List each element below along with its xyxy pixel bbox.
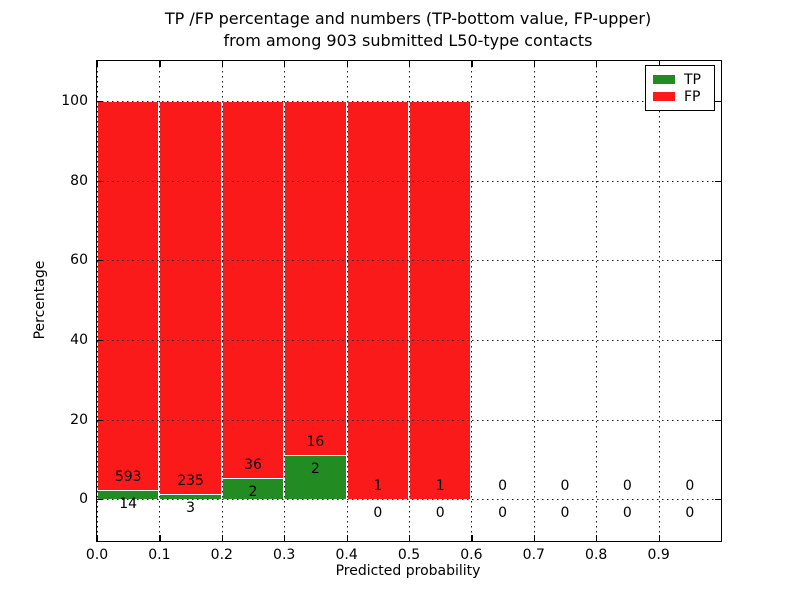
x-tickmark-bottom [97,535,99,541]
fp-bar-segment [284,100,347,455]
y-tick-label: 100 [61,92,88,109]
fp-count-label: 0 [560,478,570,495]
x-tickmark-top [346,61,348,67]
y-tickmark-right [715,260,721,262]
x-tick-label: 0.2 [210,547,233,563]
x-tickmark-bottom [596,535,598,541]
y-tickmark-right [715,499,721,501]
x-tick-label: 0.5 [397,547,421,563]
fp-bar-segment [159,100,222,495]
x-tickmark-bottom [471,535,473,541]
y-tickmark-left [97,499,103,501]
x-tickmark-top [596,61,598,67]
legend: TP FP [645,65,715,111]
fp-count-label: 593 [114,469,142,486]
tp-count-label: 0 [373,505,383,522]
x-tick-label: 0.8 [585,547,608,563]
x-axis-label: Predicted probability [335,563,481,579]
x-tick-label: 0.6 [460,547,483,563]
x-tickmark-top [533,61,535,67]
vertical-gridline [159,61,161,541]
x-tick-label: 0.1 [148,547,171,563]
legend-label: TP [684,71,701,88]
fp-count-label: 0 [685,478,695,495]
legend-label: FP [684,88,701,105]
vertical-gridline [596,61,598,541]
tp-count-label: 3 [186,500,196,517]
tp-count-label: 0 [685,505,695,522]
vertical-gridline [409,61,410,541]
vertical-gridline [346,61,348,541]
x-tickmark-bottom [284,535,286,541]
y-tick-label: 0 [79,491,88,508]
y-tick-label: 60 [70,252,88,269]
x-tickmark-bottom [658,535,660,541]
fp-bar-segment [409,100,472,500]
x-tickmark-top [471,61,473,67]
x-tickmark-bottom [533,535,535,541]
fp-count-label: 16 [306,434,325,451]
vertical-gridline [284,61,286,541]
x-tickmark-bottom [221,535,223,541]
fp-count-label: 36 [244,457,262,474]
y-tickmark-left [97,419,103,421]
x-tick-label: 0.3 [273,547,296,563]
x-tickmark-top [159,61,161,67]
chart-title-line1: TP /FP percentage and numbers (TP-bottom… [164,9,652,28]
fp-count-label: 235 [177,473,204,490]
x-tickmark-bottom [346,535,348,541]
tp-count-label: 0 [560,505,570,522]
y-tick-label: 40 [70,331,88,348]
x-tickmark-top [658,61,660,67]
tp-legend-swatch [653,75,675,84]
y-tickmark-left [97,260,103,262]
x-tick-label: 0.7 [522,547,545,563]
tp-bar-segment [284,454,347,500]
fp-legend-swatch [653,92,675,101]
y-tickmark-left [97,339,103,342]
fp-bar-segment [346,100,409,500]
tp-count-label: 0 [435,505,445,522]
y-tickmark-right [715,180,721,182]
y-tickmark-right [715,419,721,421]
x-tickmark-top [409,61,411,67]
legend-entry-tp: TP [653,71,708,88]
fp-count-label: 0 [622,478,632,495]
fp-count-label: 1 [435,478,445,495]
vertical-gridline [533,61,535,541]
x-tickmark-bottom [159,535,161,541]
plot-area: 593 14 235 3 36 2 16 2 1 0 1 0 0 0 0 0 0 0 0 0 0 20 40 60 80 100 0… [61,60,722,563]
vertical-gridline [658,61,660,541]
x-tickmark-top [284,61,286,67]
fp-bar-segment [97,100,160,490]
x-tickmark-bottom [409,535,411,541]
vertical-gridline [97,61,98,541]
y-axis-label: Percentage [32,260,48,340]
chart-title: TP /FP percentage and numbers (TP-bottom… [96,8,720,52]
legend-entry-fp: FP [653,88,708,105]
fp-count-label: 0 [498,478,508,495]
x-tickmark-top [221,61,223,67]
tp-count-label: 0 [622,505,632,522]
tp-count-label: 2 [310,460,320,477]
tp-count-label: 2 [248,484,258,501]
vertical-gridline [471,61,473,541]
x-tickmark-top [97,61,99,67]
x-tick-label: 0.0 [85,547,109,563]
x-tick-label: 0.4 [335,547,358,563]
fp-bar-segment [221,100,285,479]
y-tick-label: 20 [70,411,88,428]
chart-title-line2: from among 903 submitted L50-type contac… [223,31,593,50]
y-tick-label: 80 [70,172,88,189]
tp-count-label: 0 [498,505,508,522]
vertical-gridline [221,61,223,541]
y-tickmark-right [715,339,721,342]
tp-count-label: 14 [119,495,138,512]
y-tickmark-left [97,180,103,182]
y-tickmark-right [715,100,721,103]
fp-count-label: 1 [373,478,383,495]
y-tickmark-left [97,100,103,103]
x-tick-label: 0.9 [647,547,670,563]
